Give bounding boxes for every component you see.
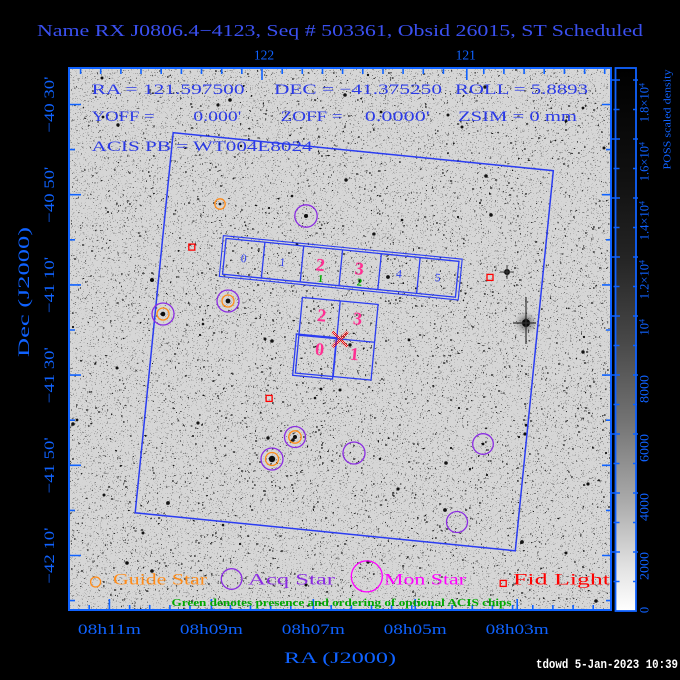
svg-text:tdowd 5-Jan-2023 10:39: tdowd 5-Jan-2023 10:39: [536, 657, 678, 672]
svg-text:3: 3: [352, 308, 363, 329]
svg-text:08h05m: 08h05m: [384, 622, 448, 638]
svg-text:122: 122: [254, 48, 274, 63]
svg-text:0: 0: [240, 253, 247, 266]
svg-text:ZOFF =: ZOFF =: [281, 109, 343, 125]
svg-text:ZSIM = 0 mm: ZSIM = 0 mm: [458, 109, 578, 125]
svg-text:RA (J2000): RA (J2000): [284, 650, 396, 667]
svg-text:08h03m: 08h03m: [486, 622, 550, 638]
svg-text:−41 30': −41 30': [42, 347, 58, 403]
svg-text:0.000': 0.000': [193, 109, 241, 125]
svg-text:−41 10': −41 10': [42, 257, 58, 313]
svg-text:0: 0: [638, 607, 652, 613]
svg-text:Dec (J2000): Dec (J2000): [16, 227, 33, 357]
svg-text:POSS scaled density: POSS scaled density: [663, 69, 674, 170]
svg-text:3: 3: [354, 258, 365, 279]
svg-text:−41 50': −41 50': [42, 437, 58, 493]
svg-text:104: 104: [638, 319, 652, 336]
svg-text:1.4×104: 1.4×104: [638, 201, 652, 240]
svg-text:Fid Light: Fid Light: [513, 572, 611, 589]
svg-text:ROLL = 5.8893: ROLL = 5.8893: [455, 82, 588, 98]
svg-text:Name RX J0806.4−4123, Seq # 50: Name RX J0806.4−4123, Seq # 503361, Obsi…: [37, 21, 644, 40]
svg-text:4: 4: [395, 268, 402, 281]
svg-text:2000: 2000: [638, 552, 652, 580]
svg-text:DEC = −41.375250: DEC = −41.375250: [274, 82, 442, 98]
svg-text:−40 30': −40 30': [42, 76, 58, 132]
svg-text:1: 1: [279, 257, 286, 270]
svg-text:0: 0: [314, 339, 325, 360]
svg-text:−40 50': −40 50': [42, 166, 58, 222]
svg-text:−42 10': −42 10': [42, 527, 58, 583]
svg-text:08h11m: 08h11m: [78, 622, 142, 638]
svg-text:4000: 4000: [638, 493, 652, 521]
svg-text:Green denotes presence and ord: Green denotes presence and ordering of o…: [172, 598, 512, 609]
svg-text:2: 2: [356, 277, 362, 288]
svg-text:08h07m: 08h07m: [282, 622, 346, 638]
svg-text:YOFF =: YOFF =: [92, 109, 155, 125]
svg-text:1: 1: [317, 274, 323, 285]
svg-text:1.8×104: 1.8×104: [638, 83, 652, 122]
svg-text:121: 121: [456, 48, 476, 63]
svg-text:1: 1: [349, 344, 360, 365]
svg-text:RA = 121.597500: RA = 121.597500: [92, 82, 245, 98]
svg-text:8000: 8000: [638, 375, 652, 403]
svg-text:1.6×104: 1.6×104: [638, 142, 652, 181]
svg-text:1.2×104: 1.2×104: [638, 260, 652, 299]
svg-text:ACIS PB = WT004E8024: ACIS PB = WT004E8024: [92, 139, 314, 155]
svg-text:Mon Star: Mon Star: [384, 572, 467, 589]
svg-text:0.0000': 0.0000': [365, 109, 430, 125]
svg-text:Guide Star: Guide Star: [113, 572, 208, 589]
svg-text:6000: 6000: [638, 434, 652, 462]
svg-text:2: 2: [315, 254, 326, 275]
svg-text:2: 2: [316, 305, 327, 326]
svg-text:08h09m: 08h09m: [180, 622, 244, 638]
svg-text:Acq Star: Acq Star: [248, 572, 336, 589]
svg-text:5: 5: [434, 272, 441, 285]
